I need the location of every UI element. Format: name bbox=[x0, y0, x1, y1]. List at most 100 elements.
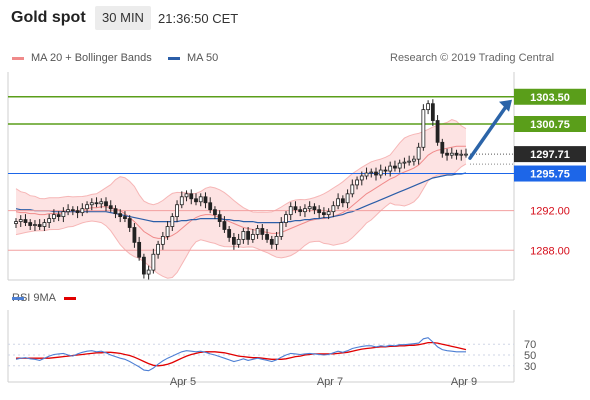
candle-down bbox=[75, 210, 80, 214]
candle-down bbox=[203, 196, 208, 204]
rsi-tick-label: 30 bbox=[524, 361, 536, 373]
timeframe-button[interactable]: 30 MIN bbox=[95, 6, 151, 30]
candle-up bbox=[250, 234, 255, 240]
rsi-line bbox=[15, 337, 466, 372]
candle-up bbox=[160, 236, 165, 245]
candle-up bbox=[284, 214, 288, 223]
candle-up bbox=[175, 204, 179, 218]
candle-up bbox=[279, 222, 284, 237]
candle-up bbox=[18, 219, 23, 222]
clock-readout: 21:36:50 CET bbox=[158, 11, 239, 26]
candle-up bbox=[416, 146, 421, 160]
candle-up bbox=[402, 161, 407, 164]
candle-up bbox=[307, 206, 312, 210]
candle-up bbox=[241, 231, 246, 240]
candle-down bbox=[445, 152, 449, 156]
candle-down bbox=[94, 202, 99, 205]
candle-up bbox=[364, 172, 369, 177]
level-label-bg-resistance bbox=[514, 88, 586, 105]
candle-up bbox=[421, 109, 426, 148]
ma50-swatch-icon bbox=[168, 57, 180, 60]
candle-up bbox=[378, 169, 383, 176]
candle-down bbox=[383, 169, 388, 172]
candle-up bbox=[388, 165, 393, 172]
candle-down bbox=[265, 234, 269, 240]
bollinger-lower-line bbox=[15, 163, 467, 279]
candle-up bbox=[397, 162, 402, 169]
candle-up bbox=[350, 184, 355, 195]
candle-down bbox=[340, 198, 345, 204]
candle-down bbox=[222, 221, 227, 230]
candle-up bbox=[198, 196, 203, 203]
candle-down bbox=[293, 206, 298, 211]
candle-up bbox=[66, 209, 71, 213]
bollinger-band-fill bbox=[16, 119, 466, 279]
rsi-ma-legend-label: 9MA bbox=[33, 292, 57, 304]
candle-up bbox=[85, 204, 89, 210]
candle-up bbox=[170, 216, 175, 227]
candle-up bbox=[326, 211, 331, 216]
candle-down bbox=[123, 216, 127, 219]
candle-down bbox=[393, 165, 397, 169]
rsi-ma-line bbox=[16, 341, 467, 367]
candle-up bbox=[156, 243, 161, 255]
research-credit: Research © 2019 Trading Central bbox=[390, 52, 555, 64]
bb-swatch-icon bbox=[12, 57, 24, 60]
candle-up bbox=[449, 152, 454, 156]
rsi-tick-label: 70 bbox=[524, 339, 536, 351]
candle-down bbox=[194, 198, 198, 203]
candle-down bbox=[189, 193, 194, 200]
forecast-arrowhead-icon bbox=[499, 99, 512, 112]
candle-down bbox=[208, 202, 213, 211]
instrument-title: Gold spot bbox=[11, 9, 86, 26]
candle-up bbox=[99, 201, 104, 205]
candle-up bbox=[61, 211, 66, 218]
candle-up bbox=[459, 153, 464, 156]
candle-down bbox=[298, 209, 303, 213]
rsi-tick-label: 50 bbox=[524, 350, 536, 362]
candle-down bbox=[132, 227, 137, 243]
rsi-ma-swatch-icon bbox=[64, 297, 76, 300]
level-label-bg-current bbox=[514, 146, 586, 163]
candle-down bbox=[246, 231, 251, 240]
candle-down bbox=[454, 152, 459, 156]
candle-up bbox=[47, 218, 52, 223]
level-label-pivot: 1295.75 bbox=[530, 169, 570, 181]
level-label-resistance: 1303.50 bbox=[530, 92, 570, 104]
level-label-resistance: 1300.75 bbox=[530, 119, 570, 131]
candle-down bbox=[321, 212, 326, 216]
candle-down bbox=[28, 222, 33, 226]
level-label-bg-pivot bbox=[514, 165, 586, 182]
forecast-arrow-icon bbox=[468, 101, 510, 160]
candle-down bbox=[141, 256, 146, 275]
level-label-support: 1288.00 bbox=[530, 245, 570, 257]
candle-up bbox=[165, 226, 170, 237]
ma20-line bbox=[15, 145, 466, 239]
candle-up bbox=[255, 228, 260, 235]
candle-down bbox=[108, 205, 113, 210]
rsi-legend: RSI 9MA bbox=[12, 292, 76, 304]
candle-down bbox=[374, 171, 378, 176]
candle-down bbox=[430, 103, 435, 121]
candle-down bbox=[137, 241, 142, 258]
x-tick-label: Apr 7 bbox=[317, 376, 343, 388]
candle-down bbox=[269, 238, 274, 245]
candle-down bbox=[227, 229, 232, 238]
candle-up bbox=[184, 193, 189, 198]
candle-up bbox=[151, 253, 156, 271]
candle-down bbox=[260, 228, 265, 235]
candle-up bbox=[426, 103, 431, 111]
candle-up bbox=[464, 153, 468, 156]
candle-up bbox=[407, 160, 412, 163]
candle-down bbox=[440, 141, 445, 154]
candle-down bbox=[118, 213, 123, 218]
candle-up bbox=[336, 198, 341, 207]
x-tick-label: Apr 5 bbox=[170, 376, 196, 388]
candle-down bbox=[113, 208, 118, 215]
candle-down bbox=[231, 237, 236, 245]
candle-down bbox=[104, 201, 108, 207]
candle-up bbox=[359, 175, 364, 181]
candle-down bbox=[312, 206, 317, 211]
ma50-line bbox=[15, 172, 467, 224]
